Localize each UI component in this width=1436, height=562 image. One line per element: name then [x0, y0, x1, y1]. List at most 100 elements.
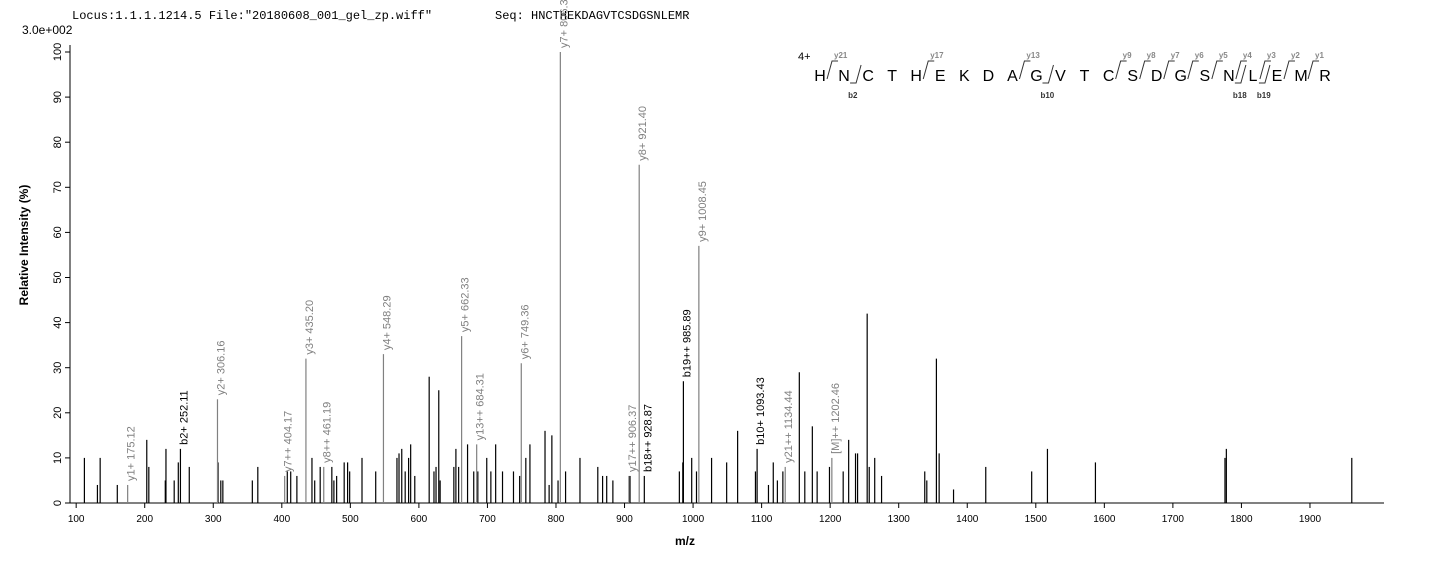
y-ion-label: y13 [1026, 51, 1040, 60]
peak-label: y3+ 435.20 [304, 300, 316, 355]
y-tick-label: 90 [52, 91, 64, 103]
x-tick-label: 1800 [1230, 514, 1253, 525]
residue: D [983, 68, 995, 85]
x-tick-label: 1900 [1299, 514, 1322, 525]
b-ion-mark [850, 64, 862, 84]
y-tick-label: 0 [52, 500, 64, 506]
residue: K [959, 68, 970, 85]
residue: G [1175, 68, 1187, 85]
b-ion-label: b2 [848, 91, 858, 100]
x-tick-label: 1600 [1093, 514, 1116, 525]
residue: H [814, 68, 826, 85]
x-tick-label: 600 [411, 514, 428, 525]
y-tick-label: 30 [52, 362, 64, 374]
y-ion-label: y21 [834, 51, 848, 60]
x-tick-label: 500 [342, 514, 359, 525]
y-tick-label: 20 [52, 407, 64, 419]
y-tick-label: 10 [52, 452, 64, 464]
residue: D [1151, 68, 1163, 85]
y-ion-label: y2 [1291, 51, 1300, 60]
x-tick-label: 1100 [751, 514, 773, 525]
peak-label: y9+ 1008.45 [697, 181, 709, 242]
y-ion-mark [1211, 60, 1223, 80]
residue: R [1319, 68, 1331, 85]
y-tick-label: 100 [52, 43, 64, 61]
y-ion-label: y1 [1315, 51, 1324, 60]
x-axis-label: m/z [675, 534, 695, 548]
residue: S [1127, 68, 1138, 85]
y-ion-label: y5 [1219, 51, 1228, 60]
x-tick-label: 1300 [888, 514, 911, 525]
y-ion-label: y4 [1243, 51, 1252, 60]
x-tick-label: 300 [205, 514, 222, 525]
y-ion-label: y3 [1267, 51, 1276, 60]
residue: S [1199, 68, 1210, 85]
x-tick-label: 700 [479, 514, 496, 525]
y-ion-mark [826, 60, 839, 80]
y-ion-mark [1283, 60, 1295, 80]
peak-label: y2+ 306.16 [215, 341, 227, 396]
y-ion-label: y7 [1171, 51, 1180, 60]
peak-label: y8+ 921.40 [637, 106, 649, 161]
y-ion-mark [1163, 60, 1175, 80]
y-tick-label: 40 [52, 316, 64, 328]
x-tick-label: 900 [616, 514, 633, 525]
peak-label: y1+ 175.12 [126, 426, 138, 481]
residue: A [1007, 68, 1018, 85]
y-ion-mark [1018, 60, 1031, 80]
y-ion-label: y17 [930, 51, 944, 60]
y-ion-mark [1259, 60, 1271, 80]
peak-label: y17++ 906.37 [627, 405, 639, 472]
x-tick-label: 1700 [1162, 514, 1185, 525]
peak-label: b2+ 252.11 [178, 390, 190, 445]
peak-label: y7+ 806.36 [558, 0, 570, 48]
y-ion-mark [922, 60, 935, 80]
b-ion-label: b10 [1040, 91, 1054, 100]
residue: V [1055, 68, 1066, 85]
y-ion-label: y8 [1147, 51, 1156, 60]
y-tick-label: 70 [52, 181, 64, 193]
b-ion-label: b18 [1233, 91, 1247, 100]
residue: H [910, 68, 922, 85]
b-ion-mark [1042, 64, 1054, 84]
x-tick-label: 1500 [1025, 514, 1048, 525]
peak-label: y8++ 461.19 [322, 402, 334, 463]
y-ion-mark [1115, 60, 1127, 80]
header-seq: Seq: HNCTHEKDAGVTCSDGSNLEMR [495, 9, 689, 23]
y-tick-label: 60 [52, 226, 64, 238]
peak-label: [M]++ 1202.46 [830, 383, 842, 454]
residue: N [1223, 68, 1235, 85]
x-tick-label: 100 [68, 514, 85, 525]
peak-label: y4+ 548.29 [381, 295, 393, 350]
peak-label: b10+ 1093.43 [755, 377, 767, 445]
y-ion-mark [1187, 60, 1199, 80]
y-tick-label: 50 [52, 271, 64, 283]
y-ion-label: y9 [1123, 51, 1132, 60]
peak-label: y6+ 749.36 [519, 304, 531, 359]
peak-label: y21++ 1134.44 [783, 390, 795, 463]
residue: E [1272, 68, 1283, 85]
residue: E [935, 68, 946, 85]
residue: T [1080, 68, 1090, 85]
residue: N [838, 68, 850, 85]
y-ion-mark [1139, 60, 1151, 80]
y-ion-mark [1307, 60, 1320, 80]
peak-label: b18++ 928.87 [642, 404, 654, 472]
b-ion-mark [1234, 64, 1247, 84]
peak-label: y5+ 662.33 [460, 277, 472, 332]
x-tick-label: 800 [548, 514, 565, 525]
x-tick-label: 200 [136, 514, 153, 525]
peak-label: y7++ 404.17 [283, 411, 295, 472]
charge-label: 4+ [798, 51, 811, 63]
x-tick-label: 400 [273, 514, 290, 525]
peak-label: y13++ 684.31 [475, 373, 487, 440]
scale-label: 3.0e+002 [22, 23, 73, 37]
b-ion-mark [1258, 64, 1271, 84]
x-tick-label: 1400 [956, 514, 979, 525]
y-axis-label: Relative Intensity (%) [17, 185, 31, 306]
y-tick-label: 80 [52, 136, 64, 148]
residue: G [1030, 68, 1042, 85]
residue: T [887, 68, 897, 85]
b-ion-label: b19 [1257, 91, 1271, 100]
x-tick-label: 1000 [682, 514, 705, 525]
